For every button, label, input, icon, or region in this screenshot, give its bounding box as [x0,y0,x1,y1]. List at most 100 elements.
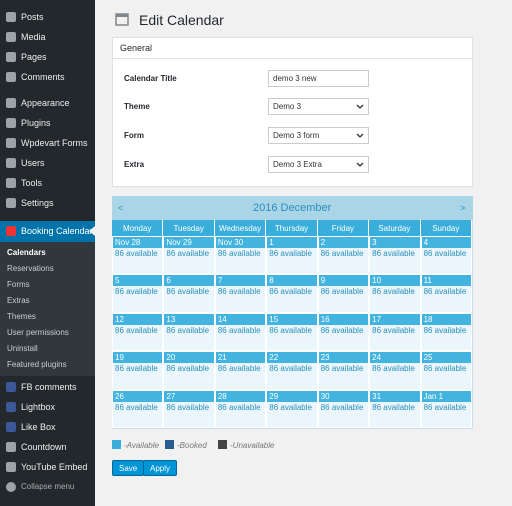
menu-item[interactable]: Posts [21,12,44,22]
day-date: 8 [267,275,317,287]
day-cell[interactable]: 12 86 available [112,312,164,352]
day-cell[interactable]: 5 86 available [112,274,164,313]
day-cell[interactable]: 4 86 available [420,236,472,275]
day-cell[interactable]: 26 86 available [112,389,164,428]
select[interactable]: Demo 3 form [268,127,369,144]
day-date: 18 [421,313,471,325]
next-month[interactable]: > [460,203,466,213]
day-date: 30 [318,390,369,402]
submenu-item[interactable]: Calendars [7,248,46,257]
menu-icon [6,462,16,472]
day-cell[interactable]: 16 86 available [317,312,370,352]
day-cell[interactable]: 1 86 available [266,236,318,275]
month-title: 2016 December [253,202,332,214]
day-cell[interactable]: 3 86 available [369,236,421,275]
day-status: 86 available [372,249,415,258]
menu-item[interactable]: Users [21,158,45,168]
field-label: Theme [124,102,150,111]
submenu-item[interactable]: Featured plugins [7,360,67,369]
day-cell[interactable]: 28 86 available [214,389,267,428]
day-cell[interactable]: 24 86 available [369,351,421,390]
day-cell[interactable]: 2 86 available [317,236,370,275]
day-cell[interactable]: Nov 29 86 available [163,236,215,275]
day-cell[interactable]: 6 86 available [163,274,215,313]
menu-item[interactable]: Like Box [21,422,56,432]
day-cell[interactable]: 7 86 available [214,274,267,313]
day-cell[interactable]: 11 86 available [420,274,472,313]
submenu-item[interactable]: Forms [7,280,30,289]
day-cell[interactable]: 17 86 available [369,312,421,352]
submenu-item[interactable]: Uninstall [7,344,38,353]
chevron [356,162,364,167]
menu-item[interactable]: Wpdevart Forms [21,138,88,148]
page-title: Edit Calendar [139,12,224,28]
day-cell[interactable]: 8 86 available [266,274,318,313]
day-cell[interactable]: Jan 1 86 available [420,389,472,428]
select[interactable]: Demo 3 Extra [268,156,369,173]
apply-button[interactable]: Apply [143,460,178,476]
day-date: 29 [267,390,317,402]
submenu-item[interactable]: Reservations [7,264,54,273]
menu-item[interactable]: Settings [21,198,54,208]
day-cell[interactable]: 9 86 available [317,274,370,313]
day-cell[interactable]: 31 86 available [369,389,421,428]
day-cell[interactable]: 23 86 available [317,351,370,390]
day-date: Nov 30 [215,237,266,248]
day-status: 86 available [217,402,261,412]
chevron [356,133,364,138]
day-cell[interactable]: 18 86 available [420,312,472,352]
weekday: Tuesday [163,220,215,236]
day-cell[interactable]: 22 86 available [266,351,318,390]
submenu-item[interactable]: User permissions [7,328,69,337]
day-cell[interactable]: Nov 30 86 available [214,236,267,275]
day-cell[interactable]: 10 86 available [369,274,421,313]
day-status: 86 available [115,249,158,258]
menu-icon [6,52,16,62]
submenu-item[interactable]: Extras [7,296,30,305]
day-date: 5 [113,275,163,287]
menu-item[interactable]: Comments [21,72,65,82]
menu-icon [6,382,16,392]
day-cell[interactable]: 21 86 available [214,351,267,390]
text-input[interactable]: demo 3 new [268,70,369,87]
menu-item[interactable]: Appearance [21,98,70,108]
day-date: 17 [370,313,420,325]
menu-item[interactable]: Tools [21,178,43,188]
legend-swatch [165,440,174,449]
menu-icon [6,138,16,148]
day-status: 86 available [372,325,415,335]
menu-item[interactable]: FB comments [21,382,77,392]
menu-item[interactable]: Lightbox [21,402,56,412]
day-cell[interactable]: 25 86 available [420,351,472,390]
day-status: 86 available [166,287,210,297]
menu-icon [6,198,16,208]
menu-icon [6,118,16,128]
chevron [356,104,364,109]
day-date: 19 [113,352,163,364]
day-cell[interactable]: 13 86 available [163,312,215,352]
day-status: 86 available [423,364,467,374]
day-cell[interactable]: 14 86 available [214,312,267,352]
menu-item[interactable]: Media [21,32,46,42]
collapse-menu[interactable]: Collapse menu [21,482,75,491]
save-button[interactable]: Save [112,460,145,476]
day-cell[interactable]: 15 86 available [266,312,318,352]
select[interactable]: Demo 3 [268,98,369,115]
day-date: 25 [421,352,471,364]
menu-item[interactable]: Booking Calendar [21,226,93,236]
menu-icon [6,226,16,236]
day-cell[interactable]: 20 86 available [163,351,215,390]
day-cell[interactable]: 30 86 available [317,389,370,428]
day-cell[interactable]: 27 86 available [163,389,215,428]
day-cell[interactable]: 19 86 available [112,351,164,390]
menu-item[interactable]: Pages [21,52,47,62]
submenu-item[interactable]: Themes [7,312,36,321]
weekday: Wednesday [214,220,267,236]
prev-month[interactable]: < [118,203,124,213]
menu-item[interactable]: Plugins [21,118,51,128]
day-status: 86 available [269,249,312,258]
day-cell[interactable]: 29 86 available [266,389,318,428]
menu-item[interactable]: YouTube Embed [21,462,88,472]
menu-item[interactable]: Countdown [21,442,67,452]
day-cell[interactable]: Nov 28 86 available [112,236,164,275]
